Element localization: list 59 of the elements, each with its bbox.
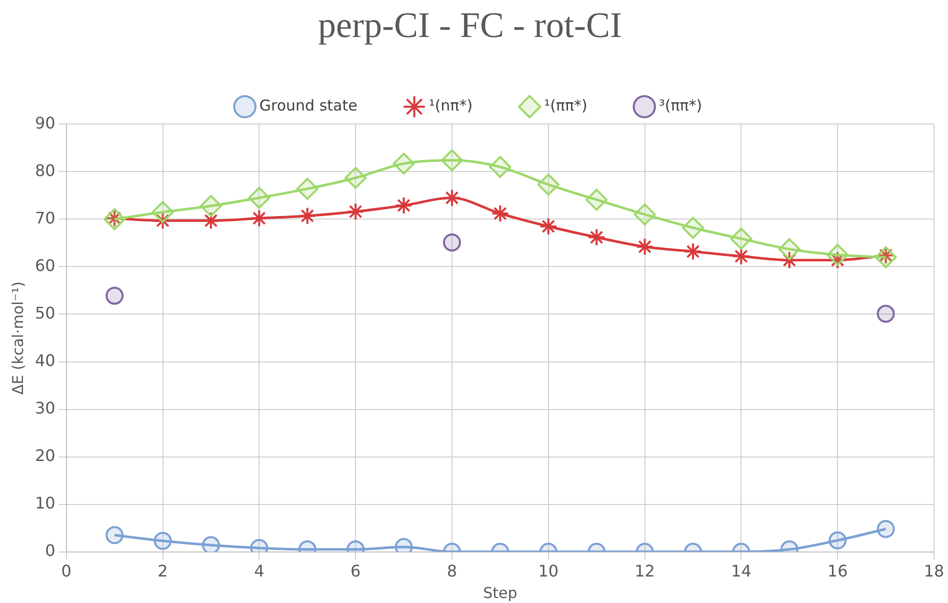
point	[442, 188, 461, 207]
x-axis-title: Step	[483, 584, 518, 602]
point	[826, 244, 849, 266]
point	[489, 156, 512, 178]
x-tick-label: 4	[254, 562, 264, 581]
point	[392, 152, 415, 175]
point	[730, 228, 752, 250]
x-tick-label: 10	[538, 562, 559, 581]
y-tick-label: 60	[35, 256, 56, 275]
legend-label: Ground state	[259, 96, 358, 115]
y-tick-label: 50	[35, 303, 56, 322]
point	[780, 251, 798, 270]
legend-label: ¹(nπ*)	[428, 96, 473, 115]
point	[874, 246, 897, 268]
x-tick-label: 18	[924, 562, 944, 581]
point	[202, 212, 220, 230]
y-tick-label: 10	[35, 493, 56, 512]
point	[248, 186, 270, 209]
point	[394, 196, 413, 214]
x-tick-label: 12	[634, 562, 655, 581]
point	[588, 228, 606, 246]
y-tick-label: 40	[35, 350, 56, 370]
legend-label: ³(ππ*)	[658, 96, 702, 115]
x-tick-label: 8	[446, 562, 458, 581]
point	[537, 174, 560, 196]
point	[684, 242, 702, 261]
point	[106, 286, 124, 305]
y-tick-label: 80	[35, 160, 56, 180]
point	[634, 203, 656, 226]
point	[491, 204, 510, 223]
x-tick-label: 6	[350, 562, 361, 581]
y-tick-label: 70	[35, 208, 56, 228]
x-tick-label: 0	[61, 562, 72, 581]
point	[732, 247, 750, 266]
point	[296, 178, 318, 200]
x-tick-label: 16	[827, 562, 848, 581]
x-tick-label: 2	[158, 562, 168, 581]
point	[346, 202, 365, 221]
y-tick-label: 30	[35, 398, 56, 418]
y-tick-label: 0	[45, 540, 56, 560]
x-tick-label: 14	[731, 562, 752, 581]
y-tick-label: 90	[35, 113, 56, 132]
y-axis-title: ΔE (kcal·mol⁻¹)	[8, 281, 27, 395]
point	[442, 234, 461, 252]
point	[636, 238, 654, 256]
y-tick-label: 20	[35, 446, 56, 465]
point	[778, 238, 800, 260]
legend-label: ¹(ππ*)	[544, 96, 588, 115]
point	[152, 201, 174, 224]
point	[250, 209, 268, 228]
point	[344, 166, 367, 189]
point	[440, 149, 463, 172]
point	[200, 194, 222, 217]
point	[876, 304, 895, 323]
chart-title: perp-CI - FC - rot-CI	[318, 5, 622, 46]
point	[682, 216, 704, 239]
point	[298, 206, 316, 225]
point	[539, 217, 558, 236]
point	[586, 188, 608, 211]
